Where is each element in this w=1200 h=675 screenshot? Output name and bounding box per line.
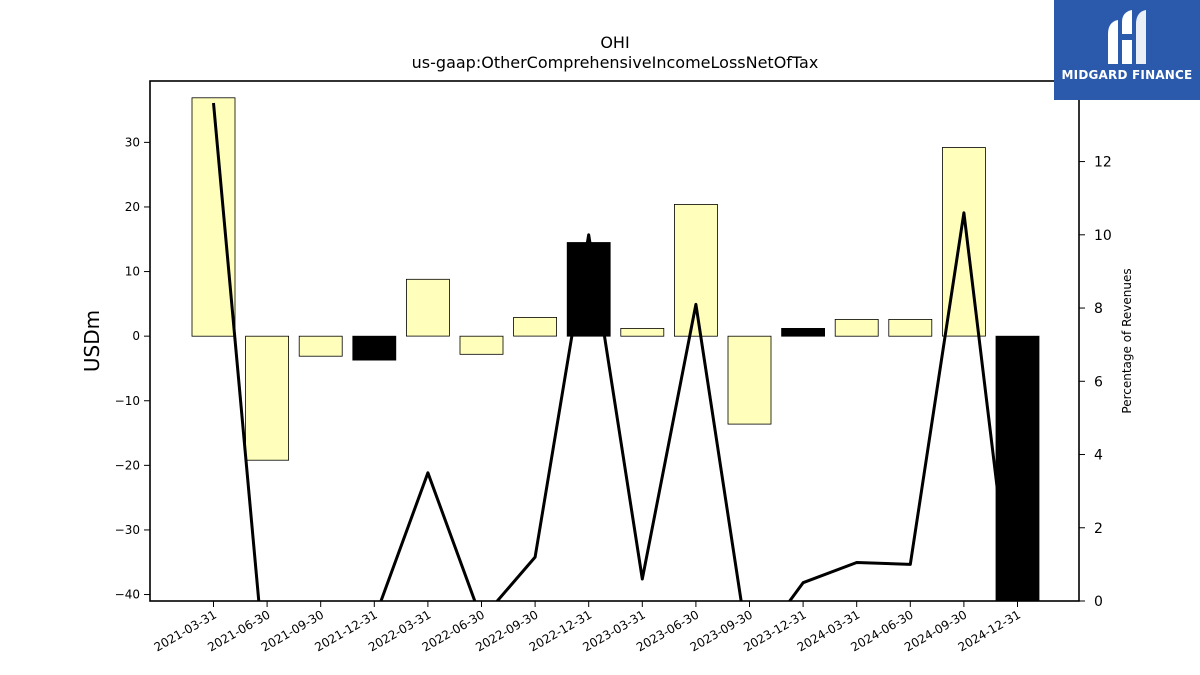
y2-tick-label: 8 <box>1094 301 1103 317</box>
bar <box>888 318 933 337</box>
bar <box>191 97 236 337</box>
y-tick-label: 0 <box>132 329 140 343</box>
bar <box>245 335 290 461</box>
y-tick-label: −20 <box>115 458 140 472</box>
plot-frame <box>149 80 1080 602</box>
chart-title: OHI <box>600 33 629 52</box>
bar <box>459 335 504 355</box>
y2-tick-label: 12 <box>1094 155 1112 171</box>
bar <box>834 318 879 337</box>
bar <box>674 203 718 337</box>
series-line <box>379 211 1013 601</box>
y-tick-label: 10 <box>125 265 140 279</box>
bar <box>513 316 557 337</box>
y-tick-label: 20 <box>125 200 140 214</box>
y2-tick-label: 2 <box>1094 521 1103 537</box>
bar <box>727 335 772 425</box>
y-axis-label: USDm <box>80 310 104 372</box>
bar <box>298 335 343 357</box>
series-line <box>212 102 261 601</box>
y2-tick-label: 6 <box>1094 374 1103 390</box>
logo-mark-icon <box>1108 10 1146 64</box>
y2-tick-label: 10 <box>1094 228 1112 244</box>
bar <box>995 335 1040 602</box>
chart-subtitle: us-gaap:OtherComprehensiveIncomeLossNetO… <box>412 53 819 72</box>
y2-tick-label: 0 <box>1094 594 1103 610</box>
bar <box>781 327 825 337</box>
y-tick-label: 30 <box>125 135 140 149</box>
y-tick-label: −30 <box>115 523 140 537</box>
bar <box>352 335 397 361</box>
y2-tick-label: 4 <box>1094 448 1103 464</box>
bar <box>405 278 450 337</box>
y2-axis-label: Percentage of Revenues <box>1120 268 1134 413</box>
brand-logo: MIDGARD FINANCE <box>1054 0 1200 100</box>
brand-name: MIDGARD FINANCE <box>1061 68 1193 82</box>
y-tick-label: −40 <box>115 588 140 602</box>
y-tick-label: −10 <box>115 394 140 408</box>
bar <box>620 327 665 337</box>
